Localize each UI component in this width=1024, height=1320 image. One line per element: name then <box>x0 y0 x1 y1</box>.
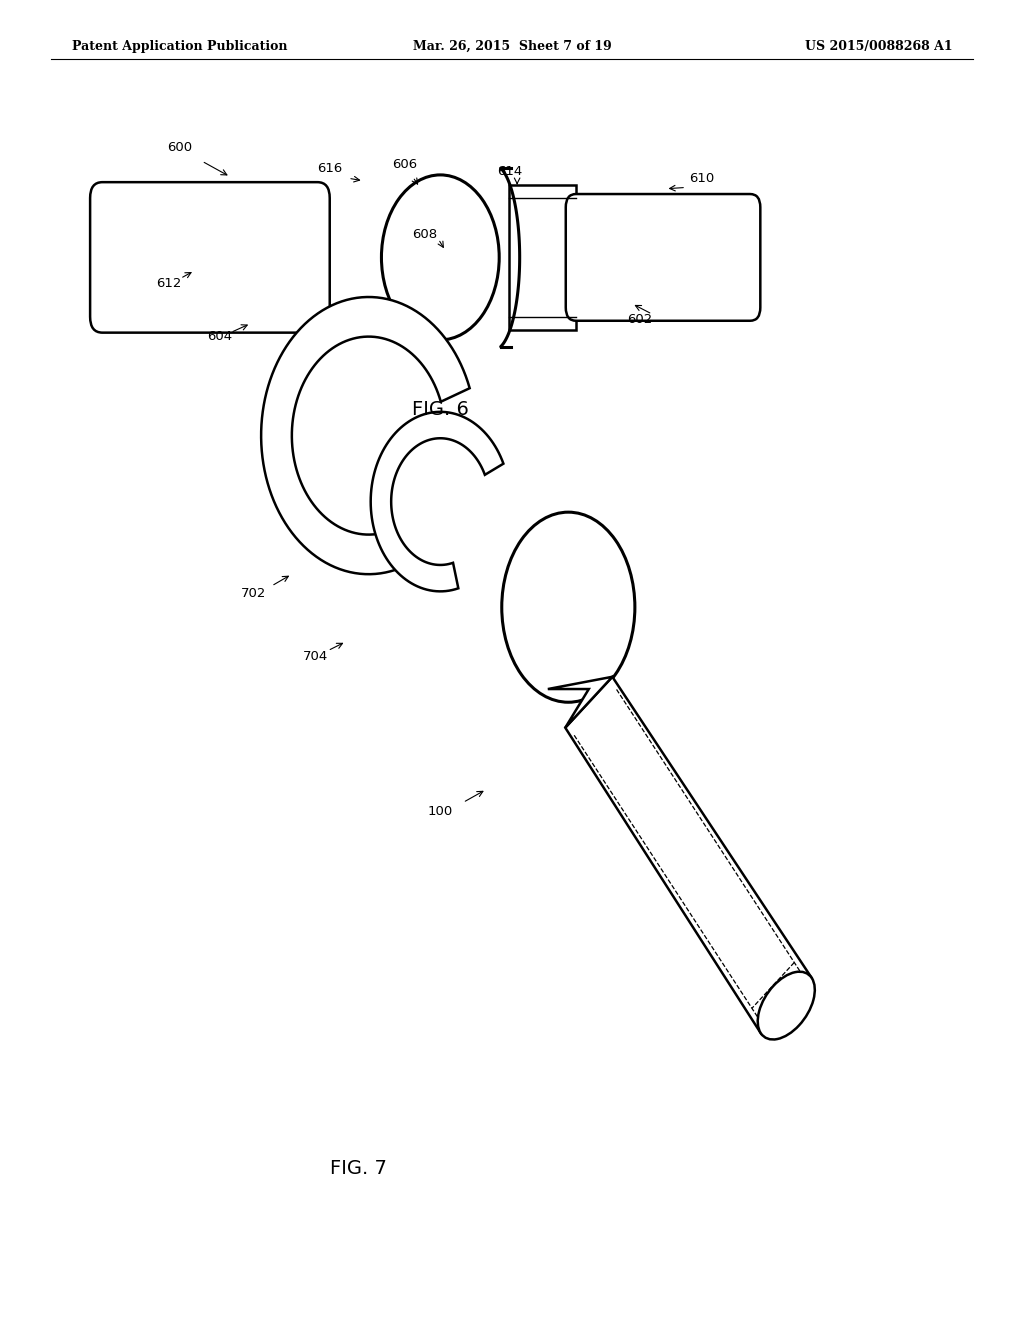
Text: 610: 610 <box>689 172 714 185</box>
Ellipse shape <box>381 174 500 339</box>
Text: 100: 100 <box>428 805 453 818</box>
Polygon shape <box>548 677 612 727</box>
Text: FIG. 6: FIG. 6 <box>412 400 469 418</box>
Bar <box>510 185 575 330</box>
Polygon shape <box>565 677 812 1034</box>
FancyBboxPatch shape <box>90 182 330 333</box>
Text: 612: 612 <box>157 277 181 290</box>
Text: 614: 614 <box>498 165 522 178</box>
Polygon shape <box>261 297 470 574</box>
Text: US 2015/0088268 A1: US 2015/0088268 A1 <box>805 40 952 53</box>
Text: 704: 704 <box>303 649 328 663</box>
Ellipse shape <box>758 972 815 1039</box>
Ellipse shape <box>502 512 635 702</box>
Text: Patent Application Publication: Patent Application Publication <box>72 40 287 53</box>
Text: 616: 616 <box>317 162 342 176</box>
Text: 608: 608 <box>413 228 437 242</box>
Polygon shape <box>371 412 504 591</box>
Text: Mar. 26, 2015  Sheet 7 of 19: Mar. 26, 2015 Sheet 7 of 19 <box>413 40 611 53</box>
Text: 702: 702 <box>242 587 266 601</box>
Text: FIG. 7: FIG. 7 <box>330 1159 387 1177</box>
Text: 606: 606 <box>392 158 417 172</box>
Text: 604: 604 <box>208 330 232 343</box>
FancyBboxPatch shape <box>565 194 760 321</box>
Text: 602: 602 <box>628 313 652 326</box>
Text: 600: 600 <box>167 141 191 154</box>
